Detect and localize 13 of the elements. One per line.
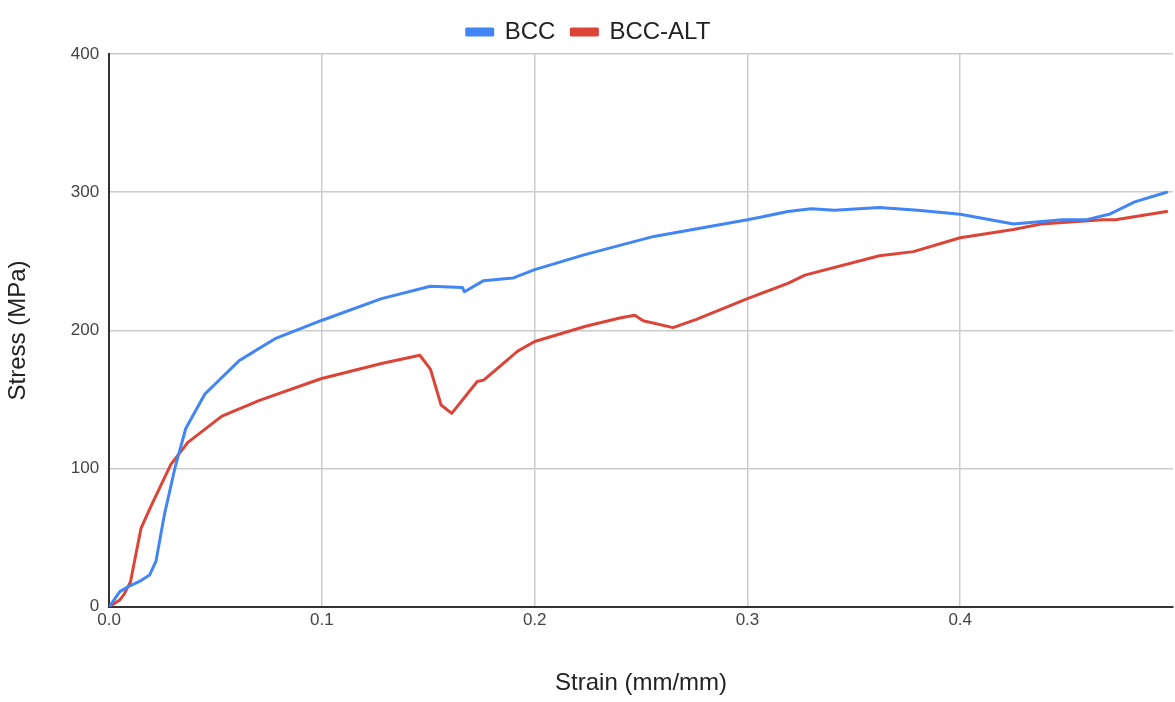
- x-tick-label: 0.1: [310, 609, 334, 629]
- x-tick-label: 0.3: [735, 609, 760, 629]
- legend-label: BCC: [504, 16, 556, 44]
- x-axis-title: Strain (mm/mm): [555, 668, 728, 696]
- y-tick-label: 300: [70, 181, 100, 201]
- x-tick-label: 0.0: [97, 609, 121, 629]
- x-tick-label: 0.4: [948, 609, 973, 629]
- legend-label: BCC-ALT: [609, 16, 711, 44]
- y-tick-label: 200: [70, 320, 100, 340]
- x-tick-label: 0.2: [522, 609, 547, 629]
- y-axis-title: Stress (MPa): [3, 260, 31, 401]
- y-tick-label: 400: [70, 43, 100, 63]
- y-tick-label: 100: [70, 458, 100, 478]
